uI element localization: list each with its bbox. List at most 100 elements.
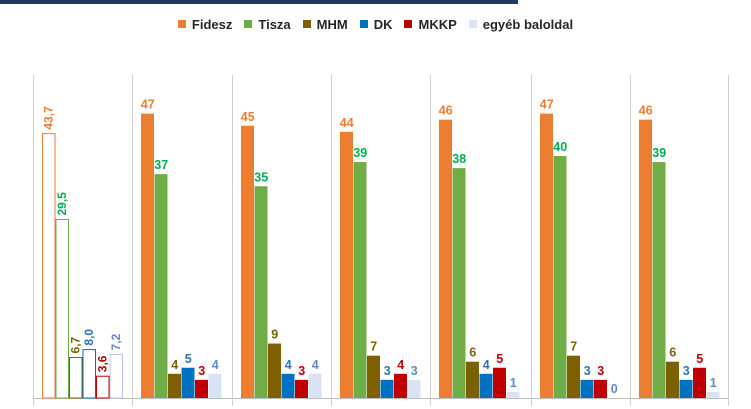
bar-g6-mhm <box>666 361 679 398</box>
bar-g3-egyeb-baloldal <box>407 379 421 398</box>
bar-g2-mkkp <box>295 379 308 398</box>
data-label-g4-mkkp: 5 <box>496 352 503 366</box>
data-label-g1-dk: 5 <box>185 352 192 366</box>
chart-legend: Fidesz Tisza MHM DK MKKP egyéb baloldal <box>0 13 751 35</box>
data-label-g3-dk: 3 <box>384 364 391 378</box>
bar-g4-mkkp <box>493 367 506 398</box>
data-label-g2-tisza: 35 <box>254 170 268 184</box>
bar-g2-dk <box>281 373 295 398</box>
bar-g5-mhm <box>567 355 580 398</box>
legend-label-mhm: MHM <box>316 16 348 32</box>
data-label-g5-tisza: 40 <box>553 140 567 154</box>
data-label-g6-egyeb-baloldal: 1 <box>710 376 717 390</box>
data-label-g6-mhm: 6 <box>669 346 676 360</box>
bar-g0-egyeb-baloldal <box>109 353 123 399</box>
bar-g2-fidesz <box>241 125 254 398</box>
data-label-g0-mkkp: 3,6 <box>96 355 110 372</box>
data-label-g4-mhm: 6 <box>469 346 476 360</box>
data-label-g1-mhm: 4 <box>171 358 178 372</box>
legend-label-mkkp: MKKP <box>418 16 457 32</box>
legend-label-tisza: Tisza <box>258 16 291 32</box>
bar-g2-egyeb-baloldal <box>308 373 322 398</box>
data-label-g6-tisza: 39 <box>652 146 666 160</box>
legend-swatch-tisza <box>244 20 253 28</box>
bar-g3-mhm <box>367 355 380 398</box>
data-label-g2-fidesz: 45 <box>241 110 255 124</box>
data-label-g1-fidesz: 47 <box>141 98 155 112</box>
data-label-g4-tisza: 38 <box>452 152 466 166</box>
bar-g0-mhm <box>69 356 83 399</box>
bar-g4-tisza <box>452 168 466 398</box>
data-label-g3-mkkp: 4 <box>397 358 404 372</box>
data-label-g2-egyeb-baloldal: 4 <box>312 358 319 372</box>
bar-g1-egyeb-baloldal <box>208 373 222 398</box>
bar-g1-dk <box>181 367 195 398</box>
bar-g5-tisza <box>553 156 567 398</box>
data-label-g1-egyeb-baloldal: 4 <box>212 358 219 372</box>
data-label-g3-fidesz: 44 <box>340 116 354 130</box>
data-label-g5-dk: 3 <box>584 364 591 378</box>
legend-item-dk: DK <box>359 16 393 32</box>
bar-g6-egyeb-baloldal <box>706 391 720 398</box>
legend-swatch-dk <box>359 20 368 28</box>
legend-item-tisza: Tisza <box>244 16 291 32</box>
bar-g2-tisza <box>254 186 268 398</box>
bar-g1-fidesz <box>141 113 154 399</box>
legend-item-egyeb-baloldal: egyéb baloldal <box>468 16 574 32</box>
bar-g5-dk <box>580 379 594 398</box>
data-label-g0-egyeb-baloldal: 7,2 <box>109 333 123 350</box>
legend-swatch-fidesz <box>177 20 186 28</box>
bar-g3-mkkp <box>394 373 407 398</box>
bar-g3-dk <box>380 379 394 398</box>
bar-g4-mhm <box>466 361 479 398</box>
bar-g4-dk <box>479 373 493 398</box>
legend-item-mkkp: MKKP <box>404 16 457 32</box>
data-label-g1-mkkp: 3 <box>198 364 205 378</box>
top-accent-bar <box>0 0 518 4</box>
bar-g5-fidesz <box>540 113 553 399</box>
data-label-g0-mhm: 6,7 <box>69 336 83 353</box>
legend-label-dk: DK <box>373 16 393 32</box>
bar-g6-tisza <box>652 162 666 398</box>
bar-g4-egyeb-baloldal <box>506 391 520 398</box>
legend-swatch-mhm <box>302 20 311 28</box>
bar-g2-mhm <box>268 343 281 398</box>
bar-g1-mkkp <box>195 379 208 398</box>
data-label-g1-tisza: 37 <box>154 158 168 172</box>
bar-g6-mkkp <box>693 367 706 398</box>
bar-g5-mkkp <box>594 379 607 398</box>
legend-label-egyeb-baloldal: egyéb baloldal <box>482 16 574 32</box>
data-label-g3-mhm: 7 <box>370 340 377 354</box>
data-label-g3-tisza: 39 <box>353 146 367 160</box>
bar-g6-fidesz <box>639 119 652 398</box>
legend-label-fidesz: Fidesz <box>191 16 233 32</box>
data-label-g6-dk: 3 <box>683 364 690 378</box>
bar-g3-tisza <box>353 162 367 398</box>
bar-g6-dk <box>679 379 693 398</box>
data-label-g2-dk: 4 <box>285 358 292 372</box>
bar-g0-tisza <box>55 219 69 399</box>
data-label-g2-mhm: 9 <box>271 328 278 342</box>
data-label-g5-mhm: 7 <box>570 340 577 354</box>
legend-swatch-egyeb-baloldal <box>468 20 477 28</box>
data-label-g6-fidesz: 46 <box>639 104 653 118</box>
data-label-g2-mkkp: 3 <box>298 364 305 378</box>
bar-g3-fidesz <box>340 131 353 399</box>
bar-g0-mkkp <box>96 375 110 399</box>
data-label-g4-fidesz: 46 <box>439 104 453 118</box>
data-label-g0-fidesz: 43,7 <box>42 106 56 130</box>
data-label-g0-tisza: 29,5 <box>55 192 69 216</box>
data-label-g5-fidesz: 47 <box>540 98 554 112</box>
bar-g1-mhm <box>168 373 181 398</box>
bar-g0-dk <box>82 349 96 399</box>
bar-g1-tisza <box>154 174 168 398</box>
legend-item-mhm: MHM <box>302 16 348 32</box>
data-label-g3-egyeb-baloldal: 3 <box>411 364 418 378</box>
bar-g4-fidesz <box>439 119 452 398</box>
legend-item-fidesz: Fidesz <box>177 16 233 32</box>
data-label-g5-mkkp: 3 <box>597 364 604 378</box>
data-label-g0-dk: 8,0 <box>82 329 96 346</box>
legend-swatch-mkkp <box>404 20 413 28</box>
data-label-g4-egyeb-baloldal: 1 <box>510 376 517 390</box>
